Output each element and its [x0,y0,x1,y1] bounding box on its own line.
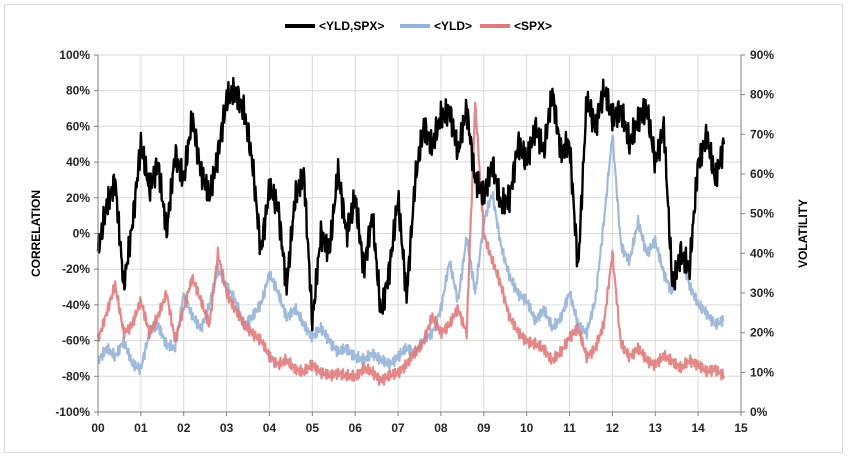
series-line-1 [97,134,725,376]
x-tick-label: 12 [606,421,620,435]
y2-tick-label: 40% [750,246,774,260]
y2-tick-label: 70% [750,127,774,141]
y-tick-label: 100% [59,48,90,62]
y2-axis-title: VOLATILITY [796,199,810,268]
y-tick-label: -60% [62,334,90,348]
x-tick-label: 00 [91,421,105,435]
y-tick-label: -80% [62,369,90,383]
x-tick-label: 15 [734,421,748,435]
x-tick-label: 10 [520,421,534,435]
y-tick-label: 60% [66,119,90,133]
gridlines [97,54,742,413]
y2-tick-label: 80% [750,88,774,102]
y-tick-label: -100% [55,405,90,419]
y-tick-label: 20% [66,191,90,205]
series-line-2 [96,101,725,386]
series-line-0 [96,76,726,332]
x-tick-label: 01 [134,421,148,435]
y-tick-label: 40% [66,155,90,169]
y-tick-label: -40% [62,298,90,312]
x-tick-label: 14 [691,421,705,435]
x-tick-label: 11 [563,421,576,435]
y-axis-title: CORRELATION [29,190,43,277]
x-tick-label: 06 [349,421,363,435]
y2-tick-label: 0% [750,405,768,419]
x-tick-label: 04 [263,421,277,435]
y-tick-label: 80% [66,84,90,98]
chart-frame [4,4,843,453]
y-tick-label: -20% [62,262,90,276]
y2-tick-label: 60% [750,167,774,181]
x-tick-label: 02 [177,421,191,435]
y2-tick-label: 10% [750,365,774,379]
y-tick-label: 0% [73,227,91,241]
series-layer [96,76,726,386]
x-tick-label: 03 [220,421,234,435]
legend-label: <YLD,SPX> [319,19,384,33]
x-tick-label: 07 [391,421,405,435]
legend-label: <YLD> [434,19,472,33]
y2-tick-label: 90% [750,48,774,62]
x-tick-label: 13 [649,421,663,435]
legend: <YLD,SPX> <YLD> <SPX> [285,19,552,33]
y2-tick-label: 30% [750,286,774,300]
x-tick-label: 09 [477,421,491,435]
y2-tick-label: 50% [750,207,774,221]
axes: 100%80%60%40%20%0%-20%-40%-60%-80%-100%9… [55,48,774,435]
legend-label: <SPX> [514,19,552,33]
x-tick-label: 08 [434,421,448,435]
y2-tick-label: 20% [750,326,774,340]
x-tick-label: 05 [306,421,320,435]
